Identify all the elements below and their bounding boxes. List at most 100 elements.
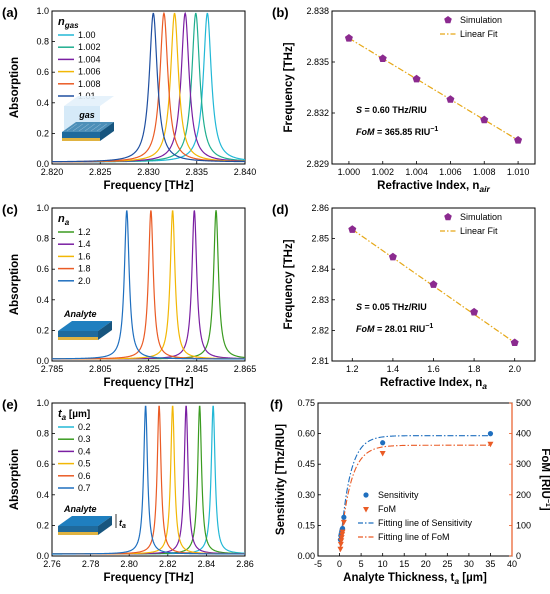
- legend-entry: 1.004: [78, 54, 101, 64]
- simulation-point: [412, 74, 421, 83]
- x-tick-label: 2.825: [137, 364, 160, 374]
- legend-entry: 0.4: [78, 446, 91, 456]
- legend-entry: Sensitivity: [378, 490, 419, 500]
- legend-entry: 1.00: [78, 30, 96, 40]
- legend-swatch-sensitivity: [363, 492, 369, 498]
- t-label: ta: [119, 518, 126, 530]
- plot-frame: [331, 10, 536, 165]
- legend-entry: Simulation: [460, 15, 502, 25]
- device-substrate: [58, 337, 98, 340]
- x-tick-label: 1.4: [387, 364, 400, 374]
- panel-label: (a): [2, 5, 18, 20]
- x-tick-label: 2.820: [41, 167, 64, 177]
- x-tick-label: 1.006: [439, 167, 462, 177]
- panel-a: (a) 2.820 2.825 2.830 2.835 2.840 0.0 0.2 0.4 0.6…: [2, 5, 256, 192]
- y-right-tick-label: 200: [516, 490, 531, 500]
- legend-entry: 1.2: [78, 227, 91, 237]
- inset-device: gas: [62, 96, 114, 141]
- device-substrate: [62, 138, 100, 141]
- x-tick-label: 2.80: [120, 559, 138, 569]
- legend-swatch-simulation: [444, 213, 452, 221]
- x-axis-label: Analyte Thickness, ta [µm]: [343, 572, 487, 586]
- y-tick-label: 0.0: [36, 551, 49, 561]
- legend-entry: 1.002: [78, 42, 101, 52]
- legend-entry: 1.6: [78, 251, 91, 261]
- x-axis-label: Frequency [THz]: [103, 377, 193, 389]
- y-tick-label: 0.8: [36, 37, 49, 47]
- fom-point: [339, 529, 346, 536]
- x-tick-label: 2.830: [137, 167, 160, 177]
- y-axis-label: Absorption: [9, 254, 21, 315]
- simulation-point: [344, 34, 353, 42]
- x-tick-label: 20: [421, 559, 431, 569]
- y-tick-label: 0.0: [36, 159, 49, 169]
- sensitivity-point: [341, 514, 347, 520]
- legend-entry: 0.5: [78, 459, 91, 469]
- x-tick-label: 1.004: [405, 167, 428, 177]
- legend-swatch-simulation: [444, 16, 452, 24]
- x-tick-label: 2.840: [234, 167, 257, 177]
- device-substrate: [58, 532, 98, 535]
- legend-entry: 2.0: [78, 276, 91, 286]
- x-tick-label: 0: [337, 559, 342, 569]
- device-grid-line: [66, 123, 77, 132]
- x-axis-label: Refractive Index, nair: [377, 180, 490, 194]
- legend-entry: 1.4: [78, 239, 91, 249]
- x-tick-label: 2.0: [508, 364, 521, 374]
- y-tick-label: 2.829: [306, 159, 329, 169]
- x-tick-label: 2.805: [89, 364, 112, 374]
- y-axis-label: Frequency [THz]: [283, 42, 295, 132]
- fitting-line-sensitivity: [339, 435, 491, 551]
- y-tick-label: 0.60: [297, 429, 315, 439]
- fom-point: [340, 519, 347, 526]
- x-tick-label: 2.78: [82, 559, 100, 569]
- x-tick-label: 30: [464, 559, 474, 569]
- y-tick-label: 0.8: [36, 234, 49, 244]
- x-tick-label: 2.825: [89, 167, 112, 177]
- y-axis-label: Absorption: [9, 57, 21, 118]
- sensitivity-point: [487, 431, 494, 437]
- legend-entry: Linear Fit: [460, 226, 498, 236]
- fom-point: [338, 538, 345, 544]
- plot-frame: [51, 402, 246, 557]
- fitting-line-fom: [339, 444, 491, 552]
- fom-point: [487, 441, 494, 448]
- device-grid-line: [90, 123, 101, 132]
- x-tick-label: 1.2: [346, 364, 359, 374]
- y-tick-label: 0.2: [36, 520, 49, 530]
- legend-entry: 0.3: [78, 434, 91, 444]
- simulation-point: [378, 54, 387, 62]
- panel-d: (d) 1.2 1.4 1.6 1.8 2.0 2.81 2.82 2.83 2.84 2.85 2.…: [272, 202, 536, 391]
- x-axis-label: Frequency [THz]: [103, 572, 193, 584]
- simulation-point: [446, 95, 455, 103]
- device-right: [100, 122, 114, 141]
- y-right-tick-label: 0: [516, 551, 521, 561]
- y-tick-label: 2.81: [311, 356, 329, 366]
- panel-label: (b): [272, 5, 289, 20]
- y-tick-label: 2.838: [306, 6, 329, 16]
- x-tick-label: 15: [399, 559, 409, 569]
- device-top: [58, 516, 112, 526]
- linear-fit-line: [348, 37, 519, 141]
- panel-label: (f): [270, 397, 283, 412]
- y-tick-label: 2.82: [311, 325, 329, 335]
- x-tick-label: 35: [485, 559, 495, 569]
- legend-entry: 1.008: [78, 79, 101, 89]
- fom-point: [337, 546, 344, 553]
- legend-title: ngas: [58, 16, 79, 30]
- y-tick-label: 0.15: [297, 520, 315, 530]
- legend-title: ta [µm]: [58, 408, 90, 422]
- y-axis-label: Sensitivity [Thz/RIU]: [275, 424, 287, 535]
- legend-entry: FoM: [378, 504, 396, 514]
- device-side: [62, 132, 100, 138]
- y-axis-label: Frequency [THz]: [283, 239, 295, 329]
- y-tick-label: 0.4: [36, 295, 49, 305]
- inset-label: Analyte: [63, 309, 97, 319]
- panel-e: (e) 2.76 2.78 2.80 2.82 2.84 2.86 0.0 0.2 0.4 0.6 0…: [2, 397, 254, 584]
- y-tick-label: 2.832: [306, 108, 329, 118]
- x-tick-label: -5: [314, 559, 322, 569]
- fom-annotation: FoM = 28.01 RIU−1: [356, 323, 433, 334]
- linear-fit-line: [351, 228, 516, 344]
- legend-entry: 0.7: [78, 483, 91, 493]
- x-tick-label: 1.6: [427, 364, 440, 374]
